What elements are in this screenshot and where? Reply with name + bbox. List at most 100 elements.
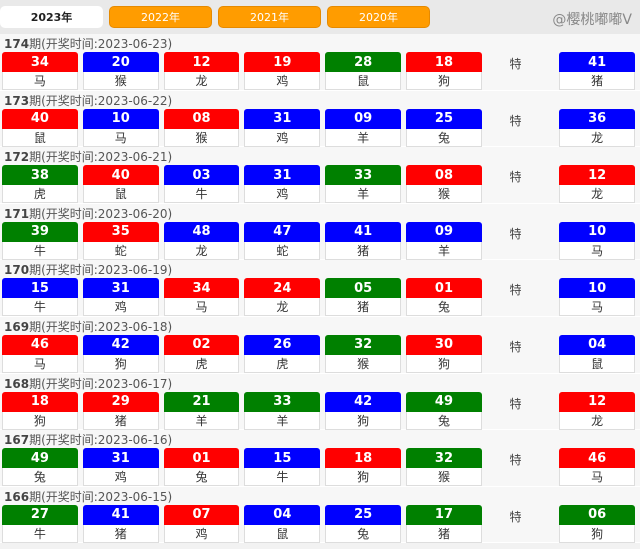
ball-zodiac: 羊 xyxy=(325,128,402,147)
ball: 46 马 xyxy=(2,334,78,373)
ball-number: 10 xyxy=(82,108,159,129)
ball-zodiac: 鼠 xyxy=(244,524,321,543)
ball: 21 羊 xyxy=(163,391,240,430)
special-label: 特 xyxy=(509,283,522,298)
ball-zodiac: 兔 xyxy=(406,128,482,147)
ball-number: 01 xyxy=(406,278,482,299)
ball: 19 鸡 xyxy=(244,52,321,90)
ball-zodiac: 虎 xyxy=(2,185,78,204)
ball: 35 蛇 xyxy=(82,221,159,260)
ball: 31 鸡 xyxy=(244,165,321,204)
special-ball: 12 龙 xyxy=(559,165,636,204)
ball-row: 15 牛 31 鸡 34 马 24 龙 05 猪 01 兔特 10 马 xyxy=(2,278,640,317)
ball-row: 18 狗 29 猪 21 羊 33 羊 42 狗 49 兔特 12 龙 xyxy=(2,391,640,430)
issue-number: 166 xyxy=(4,489,30,504)
ball-number: 04 xyxy=(244,504,321,525)
watermark: @樱桃嘟嘟V xyxy=(552,12,632,28)
ball-zodiac: 鼠 xyxy=(2,128,78,147)
ball: 31 鸡 xyxy=(82,448,159,487)
ball-zodiac: 牛 xyxy=(2,524,78,543)
ball: 15 牛 xyxy=(2,278,78,317)
ball-number: 31 xyxy=(244,108,321,129)
time-prefix: 期(开奖时间: xyxy=(29,319,98,334)
ball-number: 25 xyxy=(406,108,482,129)
ball-zodiac: 猴 xyxy=(406,468,482,487)
ball: 32 猴 xyxy=(406,448,482,487)
special-label: 特 xyxy=(509,509,522,524)
tab-2020[interactable]: 2020年 xyxy=(327,6,430,28)
ball: 24 龙 xyxy=(244,278,321,317)
draw-date: 2023-06-20 xyxy=(97,206,168,221)
ball-number: 32 xyxy=(325,334,402,355)
ball-number: 34 xyxy=(2,52,78,72)
ball: 33 羊 xyxy=(325,165,402,204)
ball-number: 34 xyxy=(163,278,240,299)
ball: 31 鸡 xyxy=(244,108,321,147)
ball-zodiac: 狗 xyxy=(325,468,402,487)
draw-date: 2023-06-15 xyxy=(97,489,168,504)
issue-number: 170 xyxy=(4,263,30,278)
special-ball: 46 马 xyxy=(559,448,636,487)
ball: 02 虎 xyxy=(163,334,240,373)
ball-number: 06 xyxy=(559,504,636,525)
ball-zodiac: 猴 xyxy=(163,128,240,147)
ball-number: 12 xyxy=(559,165,636,186)
draw-header: 166期(开奖时间:2023-06-15) xyxy=(2,489,640,505)
ball-zodiac: 马 xyxy=(163,298,240,317)
special-ball: 04 鼠 xyxy=(559,334,636,373)
ball-number: 49 xyxy=(406,391,482,412)
ball: 25 兔 xyxy=(406,108,482,147)
ball-number: 07 xyxy=(163,504,240,525)
ball-zodiac: 兔 xyxy=(325,524,402,543)
ball-zodiac: 猪 xyxy=(325,241,402,260)
ball: 01 兔 xyxy=(163,448,240,487)
ball: 18 狗 xyxy=(325,448,402,487)
tab-2021[interactable]: 2021年 xyxy=(218,6,321,28)
ball-number: 40 xyxy=(82,165,159,186)
ball-zodiac: 猪 xyxy=(82,411,159,430)
ball-zodiac: 牛 xyxy=(163,185,240,204)
ball-zodiac: 龙 xyxy=(244,298,321,317)
ball-zodiac: 龙 xyxy=(163,72,240,90)
time-prefix: 期(开奖时间: xyxy=(29,376,98,391)
ball-zodiac: 鸡 xyxy=(82,468,159,487)
ball-zodiac: 羊 xyxy=(406,241,482,260)
special-ball: 10 马 xyxy=(559,221,636,260)
ball-number: 36 xyxy=(559,108,636,129)
special-ball: 41 猪 xyxy=(559,52,636,90)
ball-zodiac: 龙 xyxy=(559,411,636,430)
ball-zodiac: 猪 xyxy=(82,524,159,543)
draw-row: 166期(开奖时间:2023-06-15) 27 牛 41 猪 07 鸡 04 鼠 25 兔 17 猪特… xyxy=(0,487,640,544)
ball: 30 狗 xyxy=(406,334,482,373)
draw-row: 171期(开奖时间:2023-06-20) 39 牛 35 蛇 48 龙 47 蛇 41 猪 09 羊特… xyxy=(0,204,640,261)
ball: 48 龙 xyxy=(163,221,240,260)
ball-number: 39 xyxy=(2,221,78,242)
ball: 18 狗 xyxy=(2,391,78,430)
ball: 27 牛 xyxy=(2,504,78,543)
time-suffix: ) xyxy=(167,319,173,334)
special-ball: 36 龙 xyxy=(559,108,636,147)
ball-zodiac: 牛 xyxy=(2,241,78,260)
issue-number: 168 xyxy=(4,376,30,391)
ball-number: 41 xyxy=(82,504,159,525)
ball: 41 猪 xyxy=(325,221,402,260)
ball-number: 33 xyxy=(325,165,402,186)
ball-zodiac: 马 xyxy=(82,128,159,147)
special-label: 特 xyxy=(509,453,522,468)
tab-2023[interactable]: 2023年 xyxy=(0,6,103,28)
draw-row: 170期(开奖时间:2023-06-19) 15 牛 31 鸡 34 马 24 龙 05 猪 01 兔特… xyxy=(0,260,640,317)
tab-2022[interactable]: 2022年 xyxy=(109,6,212,28)
ball-number: 02 xyxy=(163,334,240,355)
ball-zodiac: 蛇 xyxy=(244,241,321,260)
ball-zodiac: 牛 xyxy=(244,468,321,487)
ball-zodiac: 兔 xyxy=(2,468,78,487)
ball-number: 31 xyxy=(244,165,321,186)
ball-zodiac: 狗 xyxy=(406,72,482,90)
ball-number: 42 xyxy=(82,334,159,355)
ball-number: 41 xyxy=(559,52,636,72)
ball-number: 27 xyxy=(2,504,78,525)
ball-zodiac: 鸡 xyxy=(82,298,159,317)
ball-zodiac: 鼠 xyxy=(82,185,159,204)
ball: 15 牛 xyxy=(244,448,321,487)
special-ball: 10 马 xyxy=(559,278,636,317)
